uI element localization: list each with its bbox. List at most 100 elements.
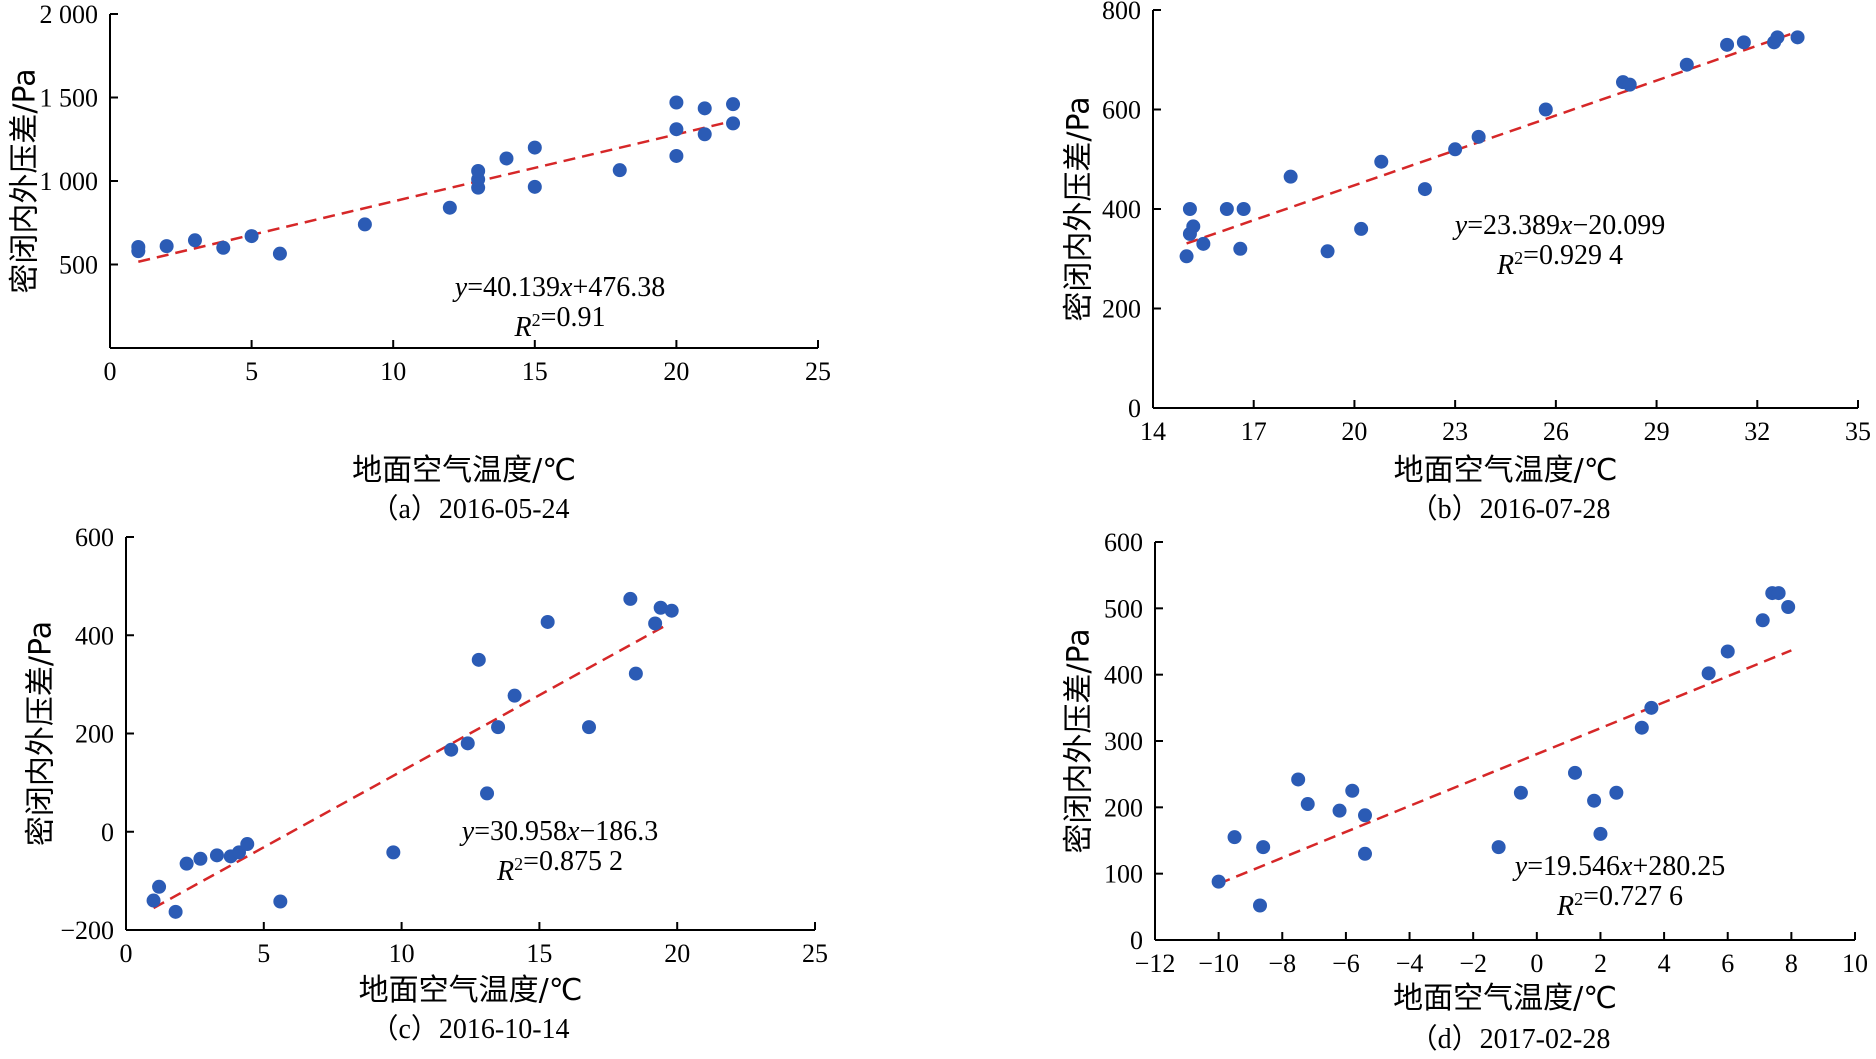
data-point xyxy=(527,179,542,194)
data-point xyxy=(1283,169,1298,184)
data-point xyxy=(442,200,457,215)
data-point xyxy=(1345,783,1360,798)
data-point xyxy=(187,233,202,248)
x-tick-label: 10 xyxy=(380,357,406,386)
data-point xyxy=(1358,808,1372,823)
y-axis-label: 密闭内外压差/Pa xyxy=(8,68,43,293)
data-point xyxy=(1755,613,1770,628)
data-point xyxy=(1211,874,1226,889)
data-point xyxy=(1736,35,1751,50)
chart-panel-a: 0 5 10 15 20 25 500 1 000 1 500 2 000 地面空气温度/℃ 密闭内外… xyxy=(8,0,832,525)
regression-line xyxy=(138,119,734,263)
data-point xyxy=(1332,803,1347,818)
data-point xyxy=(669,122,684,137)
y-tick-label: 300 xyxy=(1104,727,1143,756)
data-point xyxy=(623,591,638,606)
chart-panel-c: 0 5 10 15 20 25−2000200400600地面空气温度/℃密闭内外压差/P… xyxy=(24,523,829,1045)
data-point xyxy=(499,151,514,166)
y-tick-label: 600 xyxy=(75,523,114,552)
x-axis-label: 地面空气温度/℃ xyxy=(359,973,583,1008)
data-point xyxy=(697,101,712,116)
y-tick-label: 100 xyxy=(1104,860,1143,889)
r-squared-label: R2=0.91 xyxy=(514,302,606,343)
data-point xyxy=(1720,37,1735,52)
x-tick-label: 6 xyxy=(1721,949,1734,978)
x-tick-label: 5 xyxy=(245,357,258,386)
data-point xyxy=(1236,202,1251,216)
x-axis-label: 地面空气温度/℃ xyxy=(1393,981,1617,1016)
regression-line xyxy=(152,624,667,910)
data-point xyxy=(159,239,174,254)
x-tick-label: −10 xyxy=(1198,949,1239,978)
regression-equation: y=23.389x−20.099 xyxy=(1452,210,1665,241)
data-point xyxy=(1644,700,1659,715)
x-tick-label: 17 xyxy=(1241,417,1267,446)
y-tick-label: 600 xyxy=(1102,96,1141,125)
data-point xyxy=(653,600,668,615)
x-tick-label: 5 xyxy=(257,939,270,968)
data-point xyxy=(179,856,194,871)
data-point xyxy=(1679,57,1694,72)
y-tick-label: 400 xyxy=(75,621,114,650)
data-point xyxy=(1771,586,1786,601)
y-tick-label: 500 xyxy=(1104,594,1143,623)
data-point xyxy=(1568,765,1582,780)
data-point xyxy=(193,851,208,866)
data-point xyxy=(244,229,259,244)
data-point xyxy=(1513,785,1528,800)
y-tick-label: 200 xyxy=(1104,793,1143,822)
x-tick-label: 25 xyxy=(805,357,831,386)
data-point xyxy=(471,652,486,667)
x-tick-label: 20 xyxy=(663,357,689,386)
data-point xyxy=(273,894,288,909)
y-tick-label: 500 xyxy=(59,251,98,280)
x-tick-label: −6 xyxy=(1332,949,1360,978)
x-tick-label: 25 xyxy=(802,939,828,968)
data-point xyxy=(1587,793,1602,808)
y-tick-label: 600 xyxy=(1104,528,1143,557)
data-point xyxy=(209,848,224,863)
x-tick-label: −4 xyxy=(1396,949,1424,978)
data-point xyxy=(1219,202,1234,216)
regression-line xyxy=(1218,649,1792,885)
y-axis-label: 密闭内外压差/Pa xyxy=(1062,96,1097,321)
data-point xyxy=(1790,30,1805,45)
x-tick-label: 32 xyxy=(1744,417,1770,446)
data-point xyxy=(1471,129,1486,144)
x-tick-label: −2 xyxy=(1459,949,1487,978)
data-point xyxy=(1491,840,1506,855)
data-point xyxy=(240,837,255,852)
panel-caption: （d）2017-02-28 xyxy=(1410,1023,1611,1055)
data-point xyxy=(1320,244,1335,259)
x-tick-label: 35 xyxy=(1845,417,1871,446)
x-tick-label: 20 xyxy=(664,939,690,968)
data-point xyxy=(1186,219,1201,234)
data-point xyxy=(152,879,167,894)
data-point xyxy=(491,720,506,735)
regression-line xyxy=(1186,30,1798,245)
y-tick-label: 2 000 xyxy=(40,0,99,29)
x-tick-label: 0 xyxy=(104,357,117,386)
data-point xyxy=(1182,202,1197,216)
chart-panel-d: −12 −10 −8 −6 −4 −2 0 2 4 6 8 100100200300400500600… xyxy=(1062,528,1869,1055)
y-tick-label: 200 xyxy=(75,720,114,749)
data-point xyxy=(1358,846,1372,861)
data-point xyxy=(669,148,684,163)
data-point xyxy=(582,720,597,735)
data-point xyxy=(386,845,401,860)
data-point xyxy=(480,786,495,801)
regression-equation: y=40.139x+476.38 xyxy=(452,272,665,303)
data-point xyxy=(726,116,741,131)
y-tick-label: 1 500 xyxy=(40,84,99,113)
x-tick-label: 15 xyxy=(522,357,548,386)
data-point xyxy=(1227,830,1242,845)
r-squared-label: R2=0.727 6 xyxy=(1556,881,1683,922)
x-tick-label: 20 xyxy=(1341,417,1367,446)
y-tick-label: 0 xyxy=(101,818,114,847)
x-tick-label: −12 xyxy=(1135,949,1176,978)
x-tick-label: 2 xyxy=(1594,949,1607,978)
data-point xyxy=(1538,102,1553,117)
data-point xyxy=(1593,826,1608,841)
data-point xyxy=(1253,898,1267,913)
data-point xyxy=(726,97,741,112)
